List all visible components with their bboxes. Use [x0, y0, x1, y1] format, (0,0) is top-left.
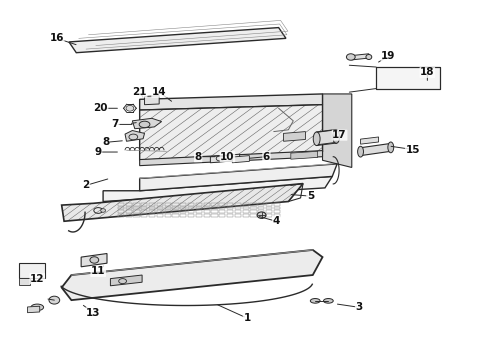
Ellipse shape	[365, 54, 371, 59]
Text: 8: 8	[102, 138, 109, 147]
Ellipse shape	[139, 121, 150, 128]
Text: 17: 17	[331, 130, 346, 140]
Text: 16: 16	[49, 33, 64, 43]
Text: 5: 5	[306, 191, 313, 201]
Polygon shape	[360, 143, 390, 156]
Polygon shape	[69, 28, 285, 53]
Text: 4: 4	[272, 216, 279, 226]
Polygon shape	[322, 94, 351, 167]
Polygon shape	[144, 96, 159, 105]
Ellipse shape	[313, 132, 320, 145]
Polygon shape	[316, 130, 335, 145]
Polygon shape	[140, 150, 322, 166]
Ellipse shape	[346, 54, 354, 60]
Ellipse shape	[387, 142, 393, 153]
Text: 2: 2	[82, 180, 89, 190]
Polygon shape	[132, 118, 161, 129]
Text: 8: 8	[194, 152, 202, 162]
Text: 9: 9	[95, 147, 102, 157]
Ellipse shape	[323, 298, 332, 303]
Polygon shape	[210, 154, 239, 163]
Ellipse shape	[310, 298, 320, 303]
Text: 18: 18	[419, 67, 434, 77]
Polygon shape	[81, 253, 107, 267]
Text: 1: 1	[243, 313, 250, 323]
Ellipse shape	[126, 105, 134, 111]
Polygon shape	[61, 184, 303, 221]
Polygon shape	[375, 67, 439, 89]
Text: 20: 20	[93, 103, 108, 113]
Text: 14: 14	[152, 87, 166, 97]
Text: 21: 21	[132, 87, 146, 97]
Polygon shape	[27, 306, 40, 313]
Text: 15: 15	[405, 144, 419, 154]
Ellipse shape	[49, 296, 60, 304]
Polygon shape	[61, 250, 322, 300]
Polygon shape	[360, 137, 378, 144]
Polygon shape	[140, 94, 322, 110]
Ellipse shape	[90, 257, 99, 263]
Polygon shape	[110, 275, 142, 286]
Polygon shape	[283, 132, 305, 141]
Polygon shape	[232, 156, 249, 163]
Polygon shape	[19, 278, 30, 285]
Text: 12: 12	[30, 274, 44, 284]
Ellipse shape	[101, 209, 105, 212]
Text: 6: 6	[262, 152, 269, 162]
Polygon shape	[140, 164, 336, 191]
Ellipse shape	[357, 146, 363, 157]
Polygon shape	[290, 151, 317, 159]
Text: 13: 13	[86, 308, 101, 318]
Text: 7: 7	[111, 120, 119, 129]
Ellipse shape	[31, 304, 43, 311]
Polygon shape	[19, 263, 44, 278]
Ellipse shape	[332, 130, 339, 143]
Text: 19: 19	[380, 51, 395, 61]
Polygon shape	[140, 105, 322, 160]
Polygon shape	[103, 176, 331, 202]
Polygon shape	[125, 131, 144, 141]
Polygon shape	[351, 54, 368, 60]
Text: 10: 10	[220, 152, 234, 162]
Ellipse shape	[257, 212, 265, 219]
Text: 3: 3	[355, 302, 362, 312]
Text: 11: 11	[91, 266, 105, 276]
